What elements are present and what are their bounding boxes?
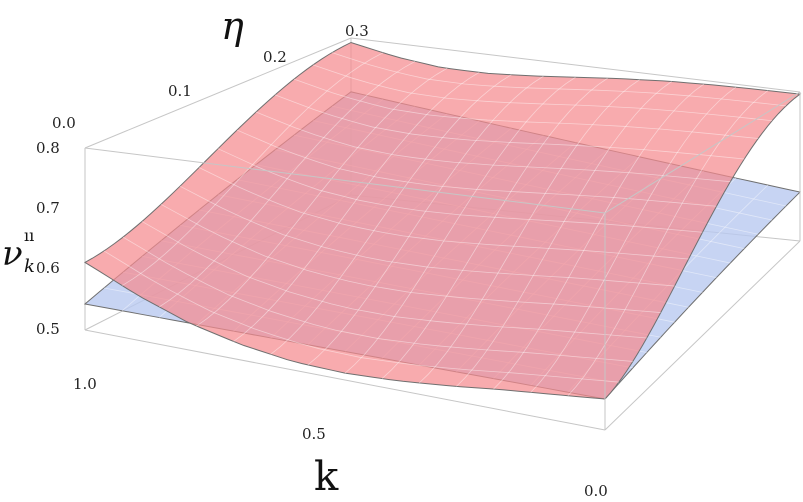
pink-surface-gridline — [160, 203, 661, 313]
pink-surface-gridline — [381, 77, 608, 379]
pink-surface-gridline — [456, 81, 672, 387]
pink-surface-gridline — [307, 75, 544, 366]
box-edge — [84, 329, 606, 431]
box-edge — [84, 37, 352, 149]
pink-surface-gridline — [270, 74, 512, 355]
nu-tick-07: 0.7 — [36, 199, 60, 217]
pink-surface-gridline — [159, 61, 416, 308]
nu-tick-06: 0.6 — [36, 259, 60, 277]
pink-surface-gridline — [274, 94, 745, 160]
nu-axis-label-sub: k — [24, 256, 35, 277]
pink-surface-gridline — [312, 64, 773, 122]
pink-surface-gridline — [103, 250, 619, 383]
pink-surface-gridline — [179, 185, 675, 287]
pink-surface-gridline — [121, 52, 384, 286]
pink-surface-gridline — [198, 167, 689, 260]
eta-axis-ticks: 0.0 0.1 0.2 0.3 — [52, 22, 369, 132]
nu-axis-label: ν k ıı — [2, 226, 35, 277]
pink-surface-gridline — [255, 111, 731, 183]
pink-surface-gridline — [236, 129, 717, 207]
pink-surface-gridline — [293, 78, 759, 139]
eta-tick-02: 0.2 — [263, 48, 287, 66]
k-axis-ticks: 1.0 0.5 0.0 — [73, 375, 608, 500]
pink-surface-gridline — [233, 72, 480, 342]
bounding-box-front — [84, 91, 801, 431]
nu-tick-08: 0.8 — [36, 139, 60, 157]
pink-surface-gridline — [217, 148, 703, 233]
pink-surface-gridline — [530, 86, 737, 393]
box-edge — [604, 240, 801, 431]
eta-tick-01: 0.1 — [168, 82, 192, 100]
nu-axis-ticks: 0.5 0.6 0.7 0.8 — [36, 139, 60, 338]
eta-tick-0: 0.0 — [52, 114, 76, 132]
pink-surface-gridline — [419, 79, 640, 384]
nu-axis-label-sup: ıı — [24, 226, 34, 245]
eta-tick-03: 0.3 — [345, 22, 369, 40]
pink-surface-gridline — [344, 76, 576, 374]
pink-surface-gridline — [196, 67, 448, 327]
k-tick-05: 0.5 — [302, 425, 326, 443]
pink-surface-gridline — [567, 90, 769, 396]
box-edge — [604, 91, 801, 214]
eta-axis-label: η — [221, 4, 244, 48]
pink-surface-gridline — [122, 236, 633, 362]
box-edge — [84, 147, 606, 214]
k-tick-1: 1.0 — [73, 375, 97, 393]
nu-tick-05: 0.5 — [36, 320, 60, 338]
pink-surface-gridline — [141, 221, 647, 339]
pink-surface-gridline — [493, 83, 705, 390]
box-edge — [350, 37, 801, 93]
k-axis-label: k — [314, 454, 339, 500]
nu-axis-label-main: ν — [2, 234, 23, 274]
pink-curved-surface — [84, 41, 802, 400]
k-tick-0: 0.0 — [584, 482, 608, 500]
pink-surface-gridline — [331, 52, 787, 107]
